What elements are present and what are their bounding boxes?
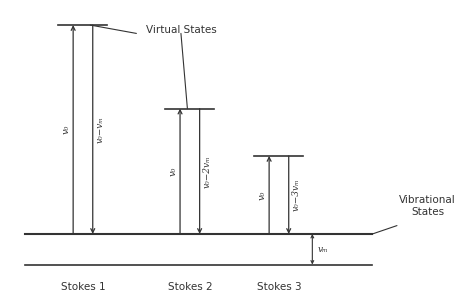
Text: v₀: v₀: [257, 190, 266, 200]
Text: v₀−vₘ: v₀−vₘ: [95, 116, 104, 143]
Text: v₀−2vₘ: v₀−2vₘ: [202, 155, 211, 188]
Text: Stokes 3: Stokes 3: [256, 283, 301, 292]
Text: v₀: v₀: [62, 125, 71, 134]
Text: Vibrational
States: Vibrational States: [399, 195, 456, 217]
Text: Virtual States: Virtual States: [146, 25, 216, 35]
Text: Stokes 1: Stokes 1: [61, 283, 105, 292]
Text: v₀: v₀: [168, 167, 177, 176]
Text: vₘ: vₘ: [318, 245, 329, 254]
Text: v₀−3vₘ: v₀−3vₘ: [292, 179, 301, 211]
Text: Stokes 2: Stokes 2: [167, 283, 212, 292]
